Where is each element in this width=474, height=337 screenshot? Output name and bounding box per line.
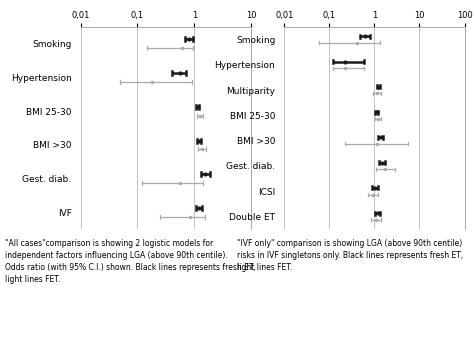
Text: "IVF only" comparison is showing LGA (above 90th centile)
risks in IVF singleton: "IVF only" comparison is showing LGA (ab… <box>237 239 463 272</box>
Text: "All cases"comparison is showing 2 logistic models for
independent factors influ: "All cases"comparison is showing 2 logis… <box>5 239 255 284</box>
